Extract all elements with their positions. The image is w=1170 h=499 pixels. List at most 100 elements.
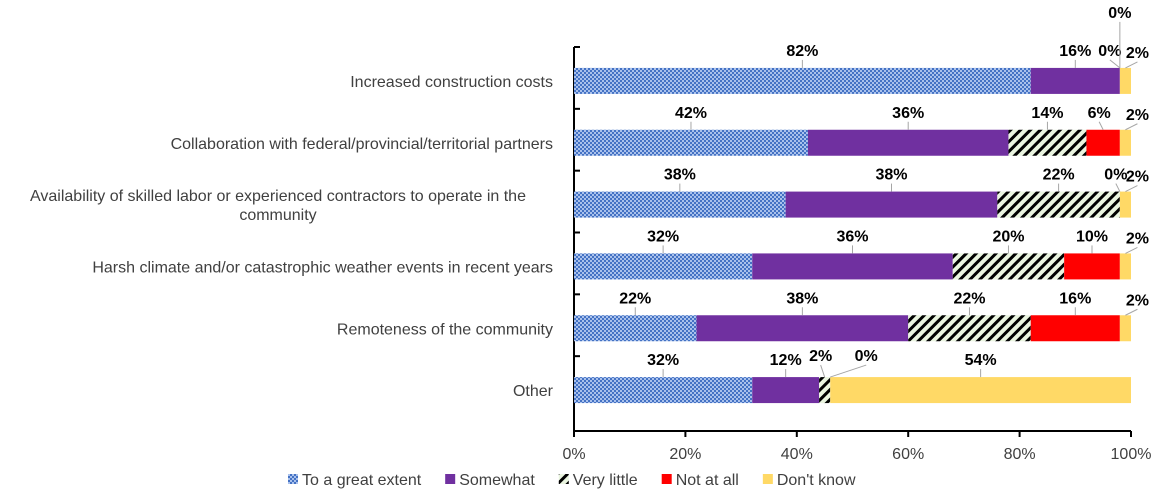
leader-line — [1125, 123, 1138, 131]
data-label: 0% — [1108, 5, 1131, 22]
leader-line — [1125, 185, 1138, 193]
leader-line — [1125, 308, 1138, 316]
data-label: 2% — [1126, 107, 1149, 124]
data-label: 36% — [836, 228, 868, 245]
data-label: 14% — [1031, 105, 1063, 122]
x-tick-label: 80% — [1004, 446, 1036, 463]
bar-segment — [1119, 191, 1131, 218]
bar-segment — [574, 191, 786, 218]
category-label-line: Increased construction costs — [350, 74, 553, 91]
legend-swatch — [558, 474, 569, 484]
bar-segment — [830, 377, 1131, 404]
data-label: 2% — [809, 348, 832, 365]
bars-layer — [574, 67, 1131, 404]
legend-label: Somewhat — [459, 472, 535, 489]
bar-segment — [1119, 67, 1131, 94]
category-label-line: Collaboration with federal/provincial/te… — [171, 136, 553, 153]
data-label: 0% — [855, 348, 878, 365]
data-label: 10% — [1076, 228, 1108, 245]
legend-swatch — [445, 474, 456, 484]
x-tick-label: 100% — [1111, 446, 1152, 463]
data-label: 54% — [965, 352, 997, 369]
leader-line — [1098, 121, 1104, 130]
bar-segment — [1086, 129, 1120, 156]
category-label-line: Remoteness of the community — [337, 321, 553, 338]
leader-line — [1125, 61, 1138, 69]
data-label: 2% — [1126, 169, 1149, 186]
legend-label: Not at all — [676, 472, 739, 489]
bar-segment — [908, 315, 1031, 342]
bar-segment — [997, 191, 1120, 218]
category-label-line: Harsh climate and/or catastrophic weathe… — [92, 259, 553, 276]
category-label-line: community — [239, 207, 316, 224]
legend-label: Don't know — [777, 472, 856, 489]
leader-line — [1125, 246, 1138, 254]
bar-segment — [1030, 67, 1120, 94]
legend-item: Very little — [558, 472, 638, 489]
legend-swatch — [762, 474, 773, 484]
legend-item: To a great extent — [288, 472, 422, 489]
legend-swatch — [661, 474, 672, 484]
bar-segment — [574, 129, 808, 156]
bar-segment — [574, 67, 1031, 94]
bar-segment — [752, 377, 820, 404]
category-label-line: Availability of skilled labor or experie… — [30, 188, 526, 205]
x-tick-label: 40% — [781, 446, 813, 463]
bar-segment — [1008, 129, 1087, 156]
category-label: Harsh climate and/or catastrophic weathe… — [92, 259, 553, 276]
bar-segment — [574, 315, 697, 342]
data-label: 2% — [1126, 292, 1149, 309]
leader-line — [1109, 59, 1121, 69]
category-label: Remoteness of the community — [337, 321, 553, 338]
x-tick-label: 60% — [892, 446, 924, 463]
bar-segment — [752, 253, 953, 280]
data-label: 36% — [892, 105, 924, 122]
leader-line — [820, 364, 826, 378]
data-label: 42% — [675, 105, 707, 122]
data-label: 82% — [786, 43, 818, 60]
category-label: Collaboration with federal/provincial/te… — [171, 136, 553, 153]
x-tick-label: 20% — [669, 446, 701, 463]
bar-segment — [696, 315, 909, 342]
legend-label: To a great extent — [302, 472, 422, 489]
bar-segment — [574, 253, 753, 280]
data-label: 38% — [664, 167, 696, 184]
data-label: 2% — [1126, 45, 1149, 62]
bar-segment — [807, 129, 1009, 156]
data-label: 6% — [1088, 105, 1111, 122]
bar-segment — [819, 377, 831, 404]
bar-segment — [952, 253, 1065, 280]
category-label: Increased construction costs — [350, 74, 553, 91]
data-label: 20% — [992, 228, 1024, 245]
axis-layer: 0% 20% 40% 60% 80% 100% Increased construction… — [30, 46, 1152, 463]
legend: To a great extent Somewhat Very little Not … — [288, 472, 856, 489]
bar-segment — [1119, 129, 1131, 156]
data-label: 0% — [1104, 167, 1127, 184]
legend-label: Very little — [573, 472, 638, 489]
data-label: 22% — [953, 290, 985, 307]
legend-item: Not at all — [661, 472, 739, 489]
category-label: Other — [513, 383, 554, 400]
data-label: 38% — [875, 167, 907, 184]
legend-item: Somewhat — [445, 472, 535, 489]
legend-item: Don't know — [762, 472, 856, 489]
category-label: Availability of skilled labor or experie… — [30, 188, 526, 224]
leader-line — [830, 364, 867, 378]
data-label: 38% — [786, 290, 818, 307]
data-label: 22% — [1043, 167, 1075, 184]
leader-line — [1115, 183, 1121, 192]
bar-segment — [1064, 253, 1120, 280]
bar-segment — [574, 377, 753, 404]
bar-segment — [1119, 315, 1131, 342]
data-label: 12% — [770, 352, 802, 369]
data-label: 2% — [1126, 230, 1149, 247]
legend-swatch — [288, 474, 298, 484]
category-label-line: Other — [513, 383, 554, 400]
data-labels-layer: 82% 16% 0%0%2%42% 36% 14% 6% 2%38% 38% 22% 0%2%32… — [619, 5, 1149, 378]
data-label: 32% — [647, 228, 679, 245]
data-label: 16% — [1059, 290, 1091, 307]
x-tick-label: 0% — [562, 446, 585, 463]
data-label: 22% — [619, 290, 651, 307]
data-label: 0% — [1098, 43, 1121, 60]
